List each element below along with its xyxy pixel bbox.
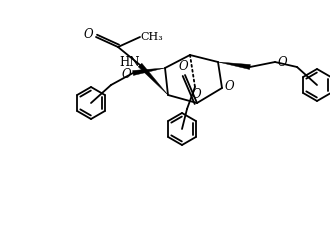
Polygon shape	[138, 63, 168, 95]
Text: O: O	[191, 89, 201, 101]
Polygon shape	[218, 62, 250, 69]
Text: HN: HN	[120, 56, 140, 69]
Text: O: O	[121, 68, 131, 80]
Text: O: O	[277, 55, 287, 69]
Text: O: O	[83, 29, 93, 41]
Polygon shape	[133, 68, 165, 75]
Text: O: O	[178, 60, 188, 74]
Text: O: O	[224, 80, 234, 94]
Text: CH₃: CH₃	[141, 32, 163, 42]
